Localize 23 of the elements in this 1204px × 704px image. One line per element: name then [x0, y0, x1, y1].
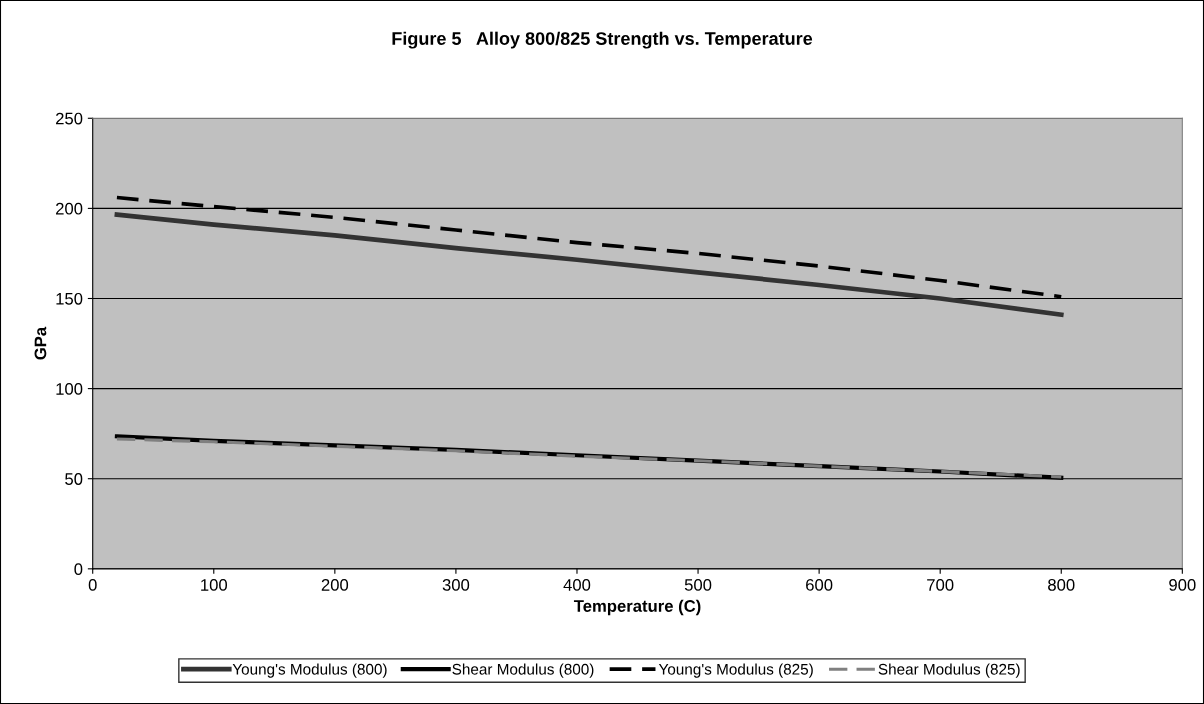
x-tick-label: 600: [806, 578, 833, 591]
x-tick-label: 300: [442, 578, 470, 591]
x-tick-label: 200: [321, 578, 349, 591]
x-tick-label: 400: [563, 578, 591, 591]
y-tick-label: 200: [56, 202, 83, 215]
legend-label: Shear Modulus (825): [878, 663, 1020, 678]
y-tick-label: 50: [65, 473, 83, 485]
chart-title: Figure 5 Alloy 800/825 Strength vs. Temperature: [392, 31, 813, 49]
y-axis-title: GPa: [34, 326, 47, 360]
legend-label: Young's Modulus (825): [658, 663, 813, 678]
x-tick-label: 100: [201, 578, 228, 591]
y-tick-label: 250: [56, 112, 83, 125]
x-tick-label: 700: [927, 578, 954, 591]
legend-label: Shear Modulus (800): [452, 663, 594, 678]
y-tick-label: 150: [56, 292, 83, 305]
x-tick-label: 500: [684, 578, 712, 591]
legend-label: Young's Modulus (800): [232, 663, 387, 678]
y-tick-label: 100: [56, 383, 83, 395]
x-axis-title: Temperature (C): [573, 599, 701, 616]
x-tick-label: 800: [1048, 578, 1075, 591]
x-tick-label: 0: [88, 578, 97, 591]
x-tick-label: 900: [1169, 578, 1196, 591]
y-tick-label: 0: [74, 563, 83, 576]
